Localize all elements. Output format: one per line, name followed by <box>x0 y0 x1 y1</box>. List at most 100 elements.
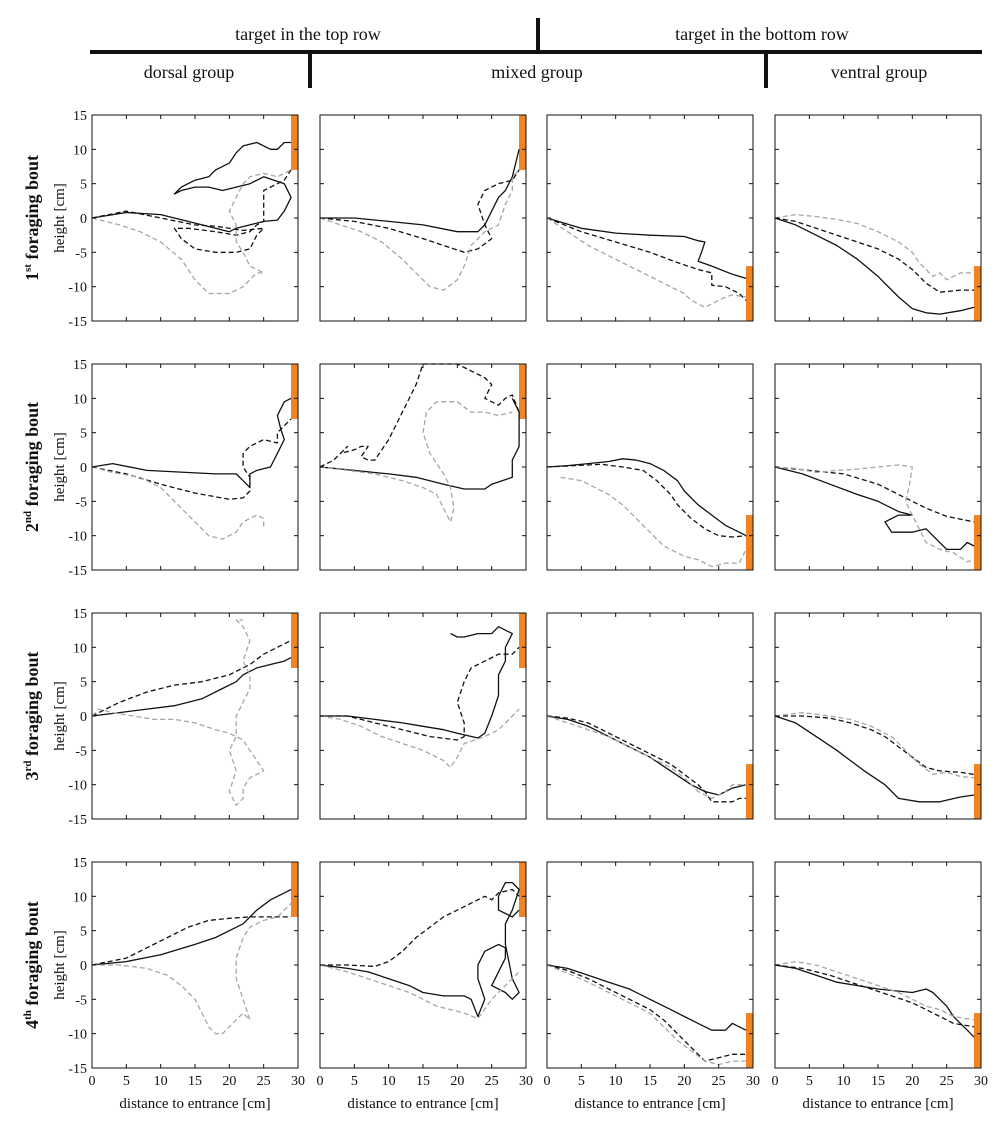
row-label-foraging-bout: 3rd foraging bout <box>22 651 42 780</box>
y-tick-label: 5 <box>80 925 87 940</box>
x-tick-label: 15 <box>188 1074 202 1089</box>
y-tick-label: -5 <box>75 993 87 1008</box>
target-bar <box>519 613 526 668</box>
trajectory-gray <box>546 715 747 800</box>
trajectory-solid <box>91 397 292 489</box>
panel-r1-c2 <box>319 114 527 322</box>
y-tick-label: -10 <box>68 530 87 545</box>
y-tick-label: 15 <box>73 607 87 622</box>
trajectory-solid <box>319 398 520 490</box>
panel-r3-c1: -15 -10 -5 0 5 10 15 <box>68 607 299 828</box>
axes-frame <box>91 612 299 820</box>
axes-frame <box>546 861 754 1069</box>
y-tick-label: 0 <box>80 212 87 227</box>
y-tick-label: -5 <box>75 495 87 510</box>
y-tick-label: 5 <box>80 178 87 193</box>
trajectory-solid <box>91 888 292 966</box>
y-tick-label: 0 <box>80 461 87 476</box>
x-tick-label: 0 <box>89 1074 96 1089</box>
y-tick-label: -5 <box>75 246 87 261</box>
x-tick-label: 10 <box>382 1074 396 1089</box>
trajectory-solid <box>774 964 975 1038</box>
trajectory-solid <box>91 657 292 717</box>
target-bar <box>519 364 526 419</box>
trajectory-dashed <box>91 418 292 500</box>
x-tick-label: 15 <box>643 1074 657 1089</box>
y-tick-label: 10 <box>73 143 87 158</box>
x-tick-label: 10 <box>609 1074 623 1089</box>
x-tick-label: 25 <box>485 1074 499 1089</box>
trajectory-solid <box>320 626 513 739</box>
y-tick-label: 5 <box>80 676 87 691</box>
row-label-foraging-bout: 4th foraging bout <box>22 901 42 1029</box>
trajectory-gray <box>560 476 747 568</box>
x-tick-label: 25 <box>712 1074 726 1089</box>
axes-frame <box>91 363 299 571</box>
x-axis-label: distance to entrance [cm] <box>347 1096 498 1112</box>
x-tick-label: 25 <box>257 1074 271 1089</box>
panel-r2-c1: -15 -10 -5 0 5 10 15 <box>68 358 299 579</box>
axes-frame <box>546 612 754 820</box>
trajectory-gray <box>774 711 975 779</box>
panel-r2-c4 <box>774 363 982 571</box>
target-bar <box>974 1013 981 1068</box>
axes-frame <box>319 861 527 1069</box>
axes-frame <box>91 114 299 322</box>
axes-frame <box>774 612 982 820</box>
y-axis-label: height [cm] <box>52 432 68 502</box>
trajectory-gray <box>319 169 520 291</box>
target-bar <box>974 764 981 819</box>
panel-r1-c3 <box>546 114 754 322</box>
panel-r3-c2 <box>319 612 527 820</box>
x-tick-label: 5 <box>806 1074 813 1089</box>
panel-r4-c2: 0 5 10 15 20 25 30 distance to entrance [cm] <box>317 861 533 1112</box>
trajectory-solid <box>546 964 747 1031</box>
target-bar <box>974 266 981 321</box>
panel-r4-c1: -15 -10 -5 0 5 10 15 0 5 10 15 20 25 30 distance to en… <box>68 856 305 1112</box>
target-bar <box>746 515 753 570</box>
x-tick-label: 0 <box>544 1074 551 1089</box>
y-tick-label: 15 <box>73 856 87 871</box>
panel-r2-c3 <box>546 363 754 571</box>
x-tick-label: 5 <box>578 1074 585 1089</box>
y-tick-label: -10 <box>68 281 87 296</box>
trajectory-solid <box>320 149 520 233</box>
row-label-foraging-bout: 1st foraging bout <box>22 155 42 281</box>
x-tick-label: 25 <box>940 1074 954 1089</box>
target-bar <box>291 862 298 917</box>
panel-r1-c1: -15 -10 -5 0 5 10 15 <box>68 109 299 330</box>
group-label-dorsal: dorsal group <box>144 62 234 82</box>
group-label-ventral: ventral group <box>831 62 927 82</box>
y-tick-label: -5 <box>75 744 87 759</box>
y-tick-label: -15 <box>68 813 87 828</box>
y-tick-label: 10 <box>73 641 87 656</box>
trajectory-dashed <box>320 646 520 741</box>
trajectory-dashed <box>91 169 292 253</box>
y-axis-label: height [cm] <box>52 183 68 253</box>
y-tick-label: 10 <box>73 890 87 905</box>
y-tick-label: 15 <box>73 109 87 124</box>
y-tick-label: -15 <box>68 315 87 330</box>
panel-r1-c4 <box>774 114 982 322</box>
trajectory-solid <box>546 217 747 280</box>
trajectory-gray <box>91 466 265 540</box>
y-tick-label: 10 <box>73 392 87 407</box>
trajectory-solid <box>91 141 292 233</box>
trajectory-dashed <box>546 463 747 538</box>
header-target-top-row: target in the top row <box>235 24 381 44</box>
trajectory-dashed <box>319 363 520 468</box>
y-tick-label: -10 <box>68 1028 87 1043</box>
panel-grid: -15 -10 -5 0 5 10 15 -15 -10 -5 0 5 10 15 -15 -10 -5 0 5 10… <box>22 109 988 1112</box>
x-tick-label: 20 <box>905 1074 919 1089</box>
trajectory-solid <box>319 881 520 1018</box>
x-tick-label: 15 <box>871 1074 885 1089</box>
y-tick-label: -10 <box>68 779 87 794</box>
y-tick-label: -15 <box>68 564 87 579</box>
trajectory-dashed <box>546 964 747 1062</box>
axes-frame <box>546 363 754 571</box>
x-tick-label: 30 <box>519 1074 533 1089</box>
panel-r3-c3 <box>546 612 754 820</box>
trajectory-gray <box>546 217 747 308</box>
trajectory-gray <box>91 619 265 806</box>
